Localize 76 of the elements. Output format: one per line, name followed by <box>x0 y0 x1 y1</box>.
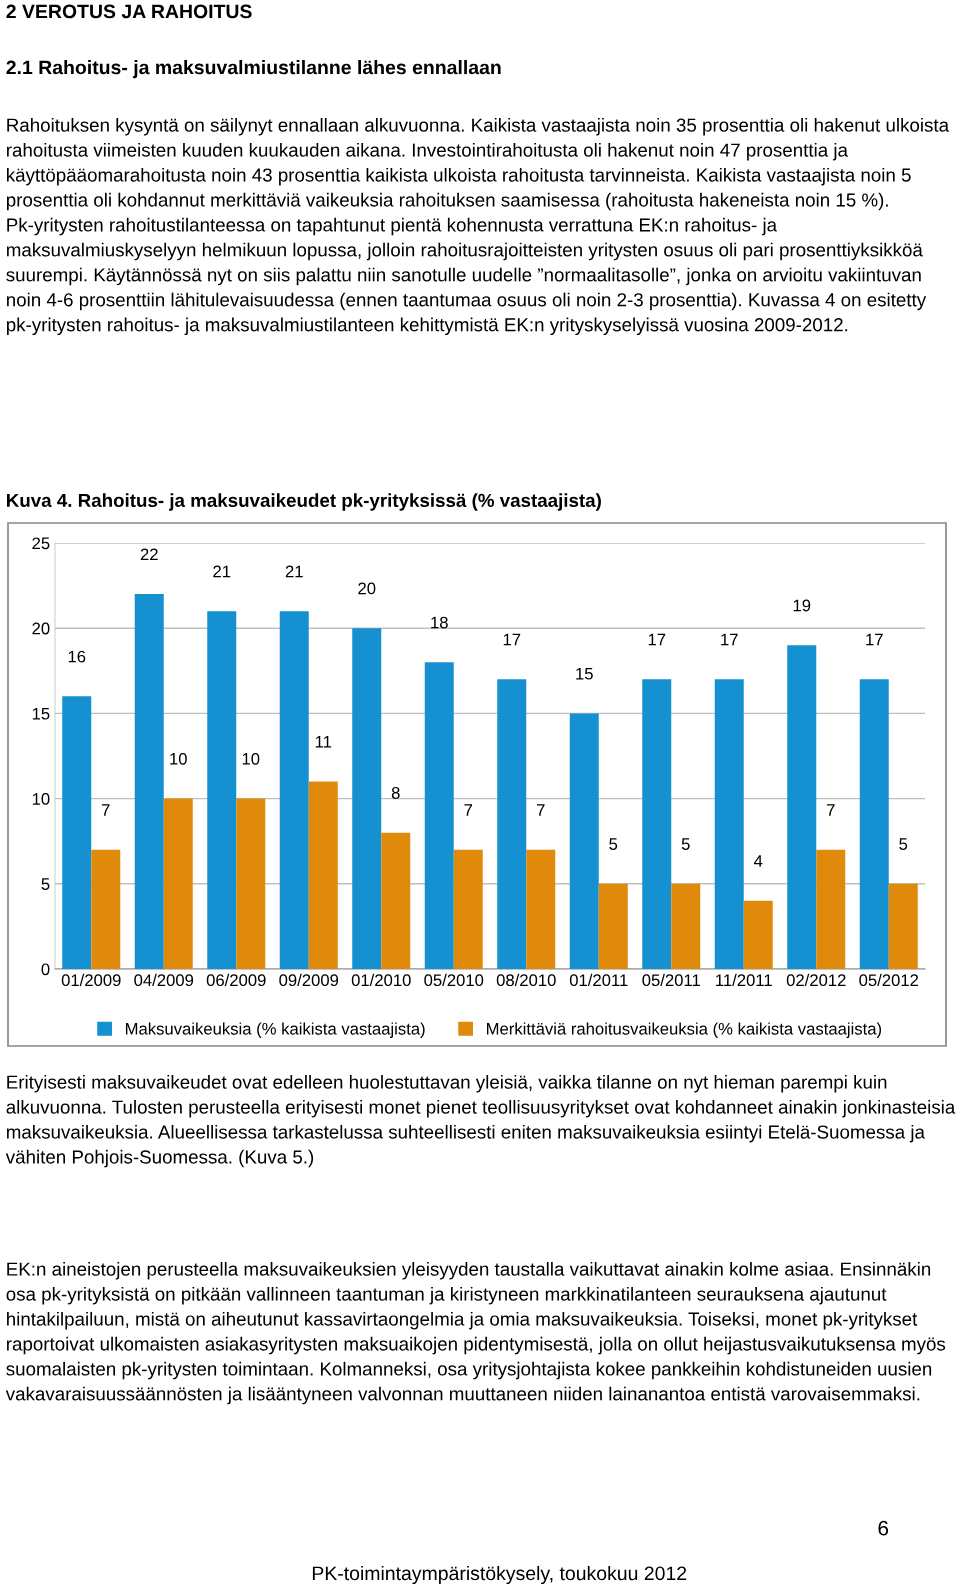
bar <box>743 900 773 969</box>
data-label: 5 <box>899 838 908 850</box>
bar <box>381 832 411 969</box>
text: Rahoituksen kysyntä on säilynyt ennallaan alkuvuonna. Kaikista vastaajista noin 35 prosenttia oli hakenut ulkoista rahoitusta viimeisten kuuden kuukauden aikana. Investointirahoitusta oli hakenut noin 47 prosenttia ja käyttöpääomarahoitusta noin 43 prosenttia kaikista ulkoista rahoitusta tarvinneista. Kaikista vastaajista noin 5 prosenttia oli kohdannut merkittäviä vaikeuksia rahoituksen saamisessa (rahoitusta hakeneista noin 15 %). Pk-yritysten rahoitustilanteessa on tapahtunut pientä kohennusta verrattuna EK:n rahoitus- ja maksuvalmiuskyselyyn helmikuun lopussa, jolloin rahoitusrajoitteisten yritysten osuus oli pari prosenttiyksikköä suurempi. Käytännössä nyt on siis palattu niin sanotulle uudelle ”normaalitasolle”, jonka on arvioitu vakiintuvan noin 4-6 prosenttiin lähitulevaisuudessa (ennen taantumaa osuus oli noin 2-3 prosenttia). Kuvassa 4 on esitetty pk-yritysten rahoitus- ja maksuvalmiustilanteen kehittymistä EK:n yrityskyselyissä vuosina 2009-2012. <box>6 118 950 336</box>
data-label: 22 <box>140 548 158 561</box>
bar <box>352 628 382 969</box>
y-tick-label: 25 <box>32 537 50 550</box>
data-label: 21 <box>285 565 303 578</box>
bar <box>453 849 483 969</box>
y-tick-label: 15 <box>32 707 50 720</box>
data-label: 18 <box>431 616 448 629</box>
y-tick-label: 5 <box>41 878 50 890</box>
bar <box>308 781 338 969</box>
bar <box>163 798 193 969</box>
data-label: 17 <box>648 633 666 646</box>
data-label: 7 <box>101 804 110 816</box>
data-label: 10 <box>242 752 260 765</box>
data-label: 8 <box>391 787 400 799</box>
x-tick-label: 01/2010 <box>351 973 411 987</box>
text: 2.1 Rahoitus- ja maksuvalmiustilanne lähes ennallaan <box>6 60 501 79</box>
text: Erityisesti maksuvaikeudet ovat edelleen huolestuttavan yleisiä, vaikka tilanne on nyt hieman parempi kuin alkuvuonna. Tulosten perusteella erityisesti monet pienet teollisuusyritykset ovat kohdanneet ainakin jonkinasteisia maksuvaikeuksia. Alueellisessa tarkastelussa suhteellisesti eniten maksuvaikeuksia esiintyi Etelä-Suomessa ja vähiten Pohjois-Suomessa. (Kuva 5.) <box>5 1075 956 1168</box>
y-tick-label: 0 <box>41 963 50 976</box>
legend-label: Merkittäviä rahoitusvaikeuksia (% kaikista vastaajista) <box>487 1022 882 1038</box>
x-tick-label: 05/2012 <box>859 973 919 987</box>
data-label: 7 <box>826 804 835 816</box>
data-label: 19 <box>793 599 811 612</box>
x-tick-label: 06/2009 <box>206 973 266 987</box>
text: PK-toimintaympäristökysely, toukokuu 2012 <box>312 1565 687 1585</box>
x-tick-label: 01/2011 <box>569 973 628 987</box>
bar <box>671 883 701 969</box>
y-tick-label: 10 <box>32 793 50 805</box>
data-label: 7 <box>536 804 545 816</box>
bar <box>714 679 744 969</box>
data-label: 20 <box>358 582 376 595</box>
bar <box>279 611 309 969</box>
data-label: 5 <box>609 838 618 850</box>
data-label: 11 <box>315 736 332 748</box>
data-label: 4 <box>754 855 763 867</box>
bar <box>497 679 527 969</box>
bar <box>236 798 266 969</box>
x-tick-label: 05/2011 <box>642 973 700 987</box>
x-tick-label: 09/2009 <box>279 973 339 987</box>
bar <box>91 849 121 969</box>
data-label: 15 <box>576 667 593 680</box>
bar <box>787 645 817 969</box>
data-label: 16 <box>68 650 86 663</box>
text: 2 VEROTUS JA RAHOITUS <box>6 4 252 19</box>
data-label: 7 <box>464 804 473 816</box>
data-label: 17 <box>503 633 521 646</box>
bar <box>569 713 599 969</box>
data-label: 10 <box>170 752 187 765</box>
bar <box>62 696 92 969</box>
legend-label: Maksuvaikeuksia (% kaikista vastaajista) <box>125 1022 425 1038</box>
text: EK:n aineistojen perusteella maksuvaikeuksien yleisyyden taustalla vaikuttavat ainakin kolme asiaa. Ensinnäkin osa pk-yrityksistä on pitkään vallinneen taantuman ja kiristyneen markkinatilanteen seurauksena ajautunut hintakilpailuun, mistä on aiheutunut kassavirtaongelmia ja omia maksuvaikeuksia. Toiseksi, monet pk-yritykset raportoivat ulkomaisten asiakasyritysten maksuaikojen pidentymisestä, jolla on ollut heijastusvaikutuksensa myös suomalaisten pk-yritysten toimintaan. Kolmanneksi, osa yritysjohtajista kokee pankkeihin kohdistuneiden uusien vakavaraisuussäännösten ja lisääntyneen valvonnan muuttaneen niiden lainanantoa entistä varovaisemmaksi. <box>5 1262 946 1405</box>
bar <box>816 849 846 969</box>
y-tick-label: 20 <box>32 622 50 635</box>
bar <box>888 883 918 969</box>
x-tick-label: 05/2010 <box>424 973 484 987</box>
bar <box>134 594 164 969</box>
data-label: 21 <box>213 565 231 578</box>
bar <box>526 849 556 969</box>
x-tick-label: 04/2009 <box>134 973 194 987</box>
x-tick-label: 02/2012 <box>786 973 846 987</box>
chart-title: Kuva 4. Rahoitus- ja maksuvaikeudet pk-yrityksissä (% vastaajista) <box>7 493 601 511</box>
data-label: 5 <box>681 838 690 850</box>
bar <box>642 679 672 969</box>
data-label: 17 <box>866 633 883 646</box>
x-tick-label: 08/2010 <box>496 973 556 987</box>
bar <box>424 662 454 969</box>
bar <box>598 883 628 969</box>
data-label: 17 <box>721 633 738 646</box>
bar <box>859 679 889 969</box>
text: 6 <box>878 1520 889 1536</box>
x-tick-label: 11/2011 <box>716 973 772 987</box>
bar <box>207 611 237 969</box>
x-tick-label: 01/2009 <box>61 973 121 987</box>
